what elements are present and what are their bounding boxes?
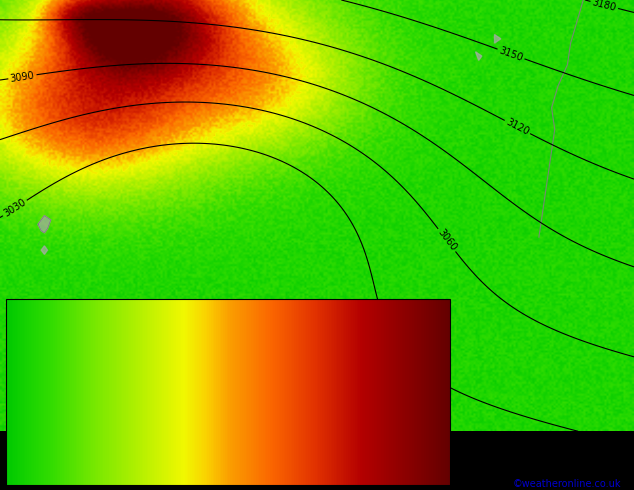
- Polygon shape: [38, 216, 51, 233]
- Text: ©weatheronline.co.uk: ©weatheronline.co.uk: [513, 479, 621, 489]
- Text: 3150: 3150: [498, 45, 524, 63]
- Polygon shape: [41, 246, 48, 254]
- Text: Height 10 hPa Spread med±σ [gpdm] GFS ENS   Th 26-09-2024 06:00 UTC (00+54): Height 10 hPa Spread med±σ [gpdm] GFS EN…: [6, 436, 353, 445]
- Text: 3060: 3060: [436, 227, 458, 253]
- Text: 3120: 3120: [504, 117, 531, 137]
- Polygon shape: [476, 52, 482, 60]
- Text: 3090: 3090: [10, 70, 36, 83]
- Text: 3030: 3030: [2, 197, 28, 219]
- Polygon shape: [495, 34, 501, 43]
- Text: 3180: 3180: [592, 0, 618, 13]
